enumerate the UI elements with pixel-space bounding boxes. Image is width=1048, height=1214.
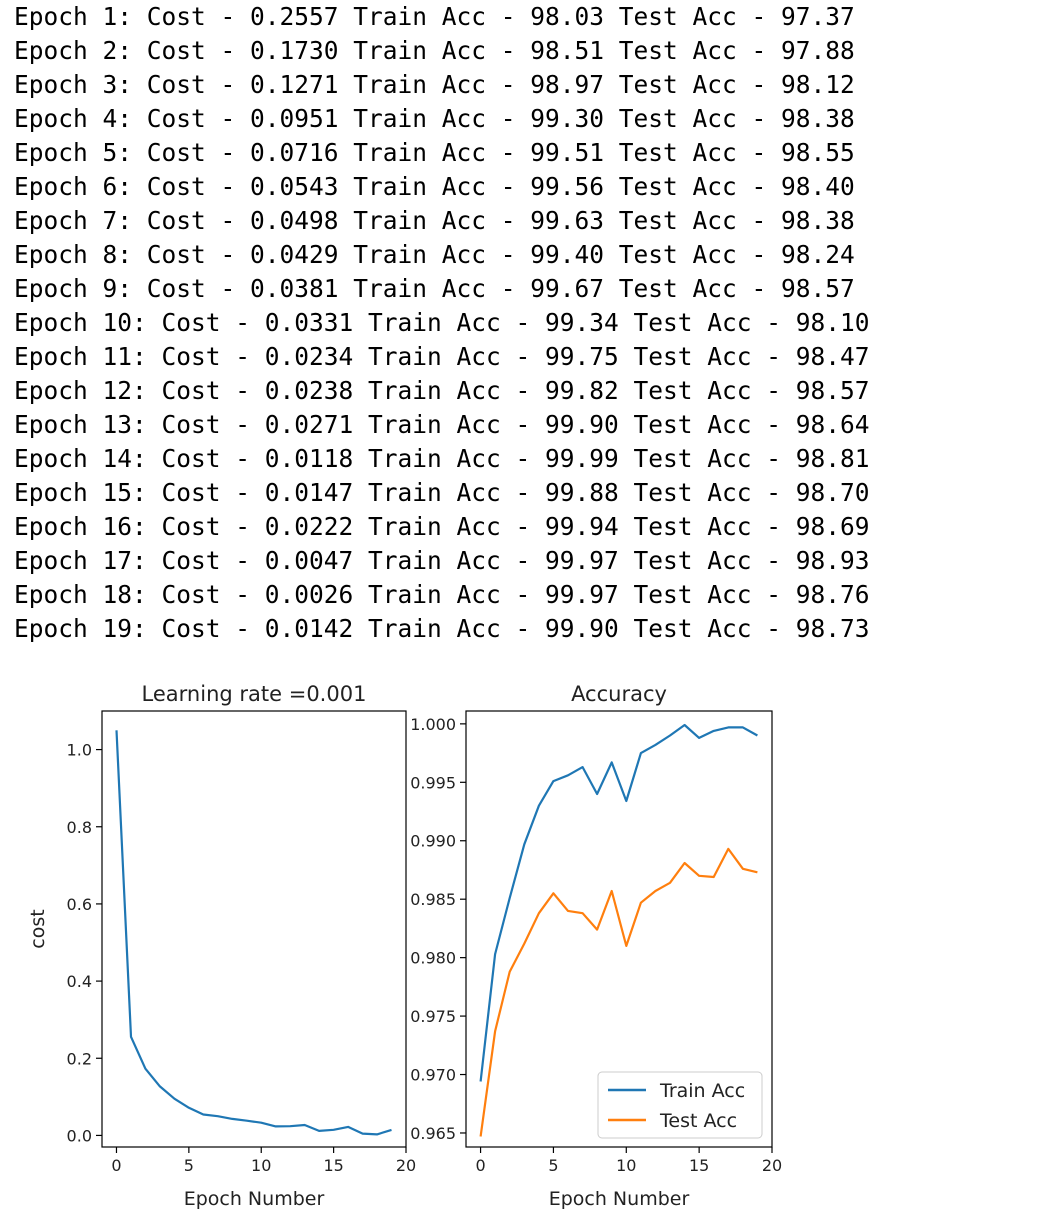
- log-line: Epoch 7: Cost - 0.0498 Train Acc - 99.63…: [14, 206, 855, 235]
- x-tick-label: 5: [548, 1156, 558, 1175]
- x-tick-label: 0: [111, 1156, 121, 1175]
- x-tick-label: 5: [184, 1156, 194, 1175]
- y-tick-label: 0.965: [410, 1124, 456, 1143]
- x-tick-label: 10: [251, 1156, 271, 1175]
- y-tick-label: 0.0: [67, 1126, 92, 1145]
- legend-box: [597, 1071, 763, 1139]
- log-line: Epoch 18: Cost - 0.0026 Train Acc - 99.9…: [14, 580, 870, 609]
- y-tick-label: 1.000: [410, 715, 456, 734]
- log-line: Epoch 2: Cost - 0.1730 Train Acc - 98.51…: [14, 36, 855, 65]
- y-tick-label: 0.970: [410, 1066, 456, 1085]
- x-tick-label: 15: [689, 1156, 709, 1175]
- y-tick-label: 0.995: [410, 773, 456, 792]
- plot-title: Accuracy: [571, 682, 667, 706]
- log-line: Epoch 14: Cost - 0.0118 Train Acc - 99.9…: [14, 444, 870, 473]
- log-line: Epoch 16: Cost - 0.0222 Train Acc - 99.9…: [14, 512, 870, 541]
- y-tick-label: 0.985: [410, 890, 456, 909]
- y-tick-label: 0.990: [410, 832, 456, 851]
- y-tick-label: 0.980: [410, 949, 456, 968]
- log-line: Epoch 6: Cost - 0.0543 Train Acc - 99.56…: [14, 172, 855, 201]
- x-tick-label: 20: [762, 1156, 782, 1175]
- y-tick-label: 1.0: [67, 741, 92, 760]
- legend-label: Train Acc: [659, 1080, 745, 1102]
- y-tick-label: 0.6: [67, 895, 92, 914]
- plot-title: Learning rate =0.001: [142, 682, 367, 706]
- log-line: Epoch 17: Cost - 0.0047 Train Acc - 99.9…: [14, 546, 870, 575]
- log-line: Epoch 11: Cost - 0.0234 Train Acc - 99.7…: [14, 342, 870, 371]
- log-line: Epoch 4: Cost - 0.0951 Train Acc - 99.30…: [14, 104, 855, 133]
- log-line: Epoch 15: Cost - 0.0147 Train Acc - 99.8…: [14, 478, 870, 507]
- log-line: Epoch 5: Cost - 0.0716 Train Acc - 99.51…: [14, 138, 855, 167]
- y-tick-label: 0.4: [67, 972, 92, 991]
- series-line: [479, 847, 758, 1137]
- plot-frame: [101, 710, 407, 1148]
- y-tick-label: 0.975: [410, 1007, 456, 1026]
- series-line: [479, 723, 758, 1082]
- cost-plot: 0 5 10 15 20 0.0 0.2 0.4 0.6 0.8 1.0 Learning rate …: [27, 682, 416, 1210]
- log-line: Epoch 1: Cost - 0.2557 Train Acc - 98.03…: [14, 2, 855, 31]
- log-line: Epoch 8: Cost - 0.0429 Train Acc - 99.40…: [14, 240, 855, 269]
- log-line: Epoch 13: Cost - 0.0271 Train Acc - 99.9…: [14, 410, 870, 439]
- y-tick-label: 0.2: [67, 1049, 92, 1068]
- plot-frame: [465, 710, 773, 1148]
- x-axis-label: Epoch Number: [549, 1188, 690, 1210]
- log-line: Epoch 3: Cost - 0.1271 Train Acc - 98.97…: [14, 70, 855, 99]
- legend-label: Test Acc: [659, 1110, 737, 1132]
- y-axis-label: cost: [27, 909, 49, 948]
- log-line: Epoch 9: Cost - 0.0381 Train Acc - 99.67…: [14, 274, 855, 303]
- series-line: [115, 730, 392, 1136]
- log-line: Epoch 10: Cost - 0.0331 Train Acc - 99.3…: [14, 308, 870, 337]
- x-tick-label: 20: [396, 1156, 416, 1175]
- x-tick-label: 15: [323, 1156, 343, 1175]
- accuracy-plot: 0 5 10 15 20 0.965 0.970 0.975 0.980 0.985 0.990 0.…: [410, 682, 782, 1210]
- log-line: Epoch 19: Cost - 0.0142 Train Acc - 99.9…: [14, 614, 870, 643]
- log-line: Epoch 12: Cost - 0.0238 Train Acc - 99.8…: [14, 376, 870, 405]
- x-axis-label: Epoch Number: [184, 1188, 325, 1210]
- x-tick-label: 0: [475, 1156, 485, 1175]
- training-log: Epoch 1: Cost - 0.2557 Train Acc - 98.03…: [14, 0, 1034, 646]
- legend: Train Acc Test Acc: [597, 1071, 763, 1139]
- y-tick-label: 0.8: [67, 818, 92, 837]
- x-tick-label: 10: [616, 1156, 636, 1175]
